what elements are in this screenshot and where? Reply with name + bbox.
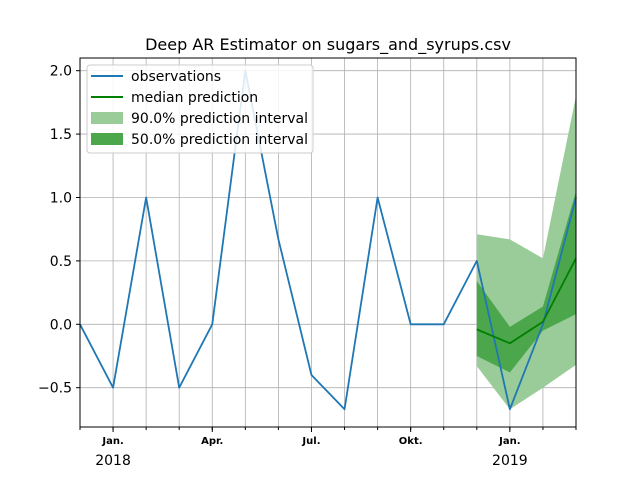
- legend-90-interval-swatch: [91, 112, 123, 124]
- legend-50-interval-swatch: [91, 133, 123, 145]
- chart-title: Deep AR Estimator on sugars_and_syrups.c…: [145, 35, 511, 55]
- x-tick-label: Jul.: [301, 436, 320, 447]
- x-tick-label: Apr.: [201, 436, 223, 447]
- legend-observations-label: observations: [131, 69, 221, 85]
- axis-ticks: 2.0 1.5 1.0 0.5 0.0 −0.5 Jan. Apr. Jul. Okt. Jan. 2…: [38, 64, 577, 469]
- legend-median-prediction-label: median prediction: [131, 90, 258, 106]
- y-tick-label: 0.5: [50, 254, 72, 270]
- legend-box: [86, 64, 314, 154]
- y-tick-label: 1.5: [50, 127, 72, 143]
- prediction-interval-50-band: [476, 191, 576, 373]
- legend: observations median prediction 90.0% predi…: [86, 64, 314, 154]
- y-tick-label: 0.0: [50, 317, 72, 333]
- x-tick-label: Okt.: [399, 436, 423, 447]
- year-label: 2018: [95, 453, 131, 469]
- legend-90-interval-label: 90.0% prediction interval: [131, 111, 308, 127]
- legend-50-interval-label: 50.0% prediction interval: [131, 132, 308, 148]
- prediction-bands: [476, 96, 576, 410]
- y-tick-label: 1.0: [50, 190, 72, 206]
- y-tick-label: −0.5: [38, 381, 72, 397]
- y-tick-label: 2.0: [50, 64, 72, 80]
- plot-frame: [79, 57, 577, 428]
- series-lines: [79, 69, 577, 411]
- observations-line: [79, 69, 577, 411]
- year-label: 2019: [492, 453, 528, 469]
- median-prediction-line: [476, 257, 577, 345]
- x-tick-label: Jan.: [101, 436, 123, 447]
- x-tick-label: Jan.: [498, 436, 520, 447]
